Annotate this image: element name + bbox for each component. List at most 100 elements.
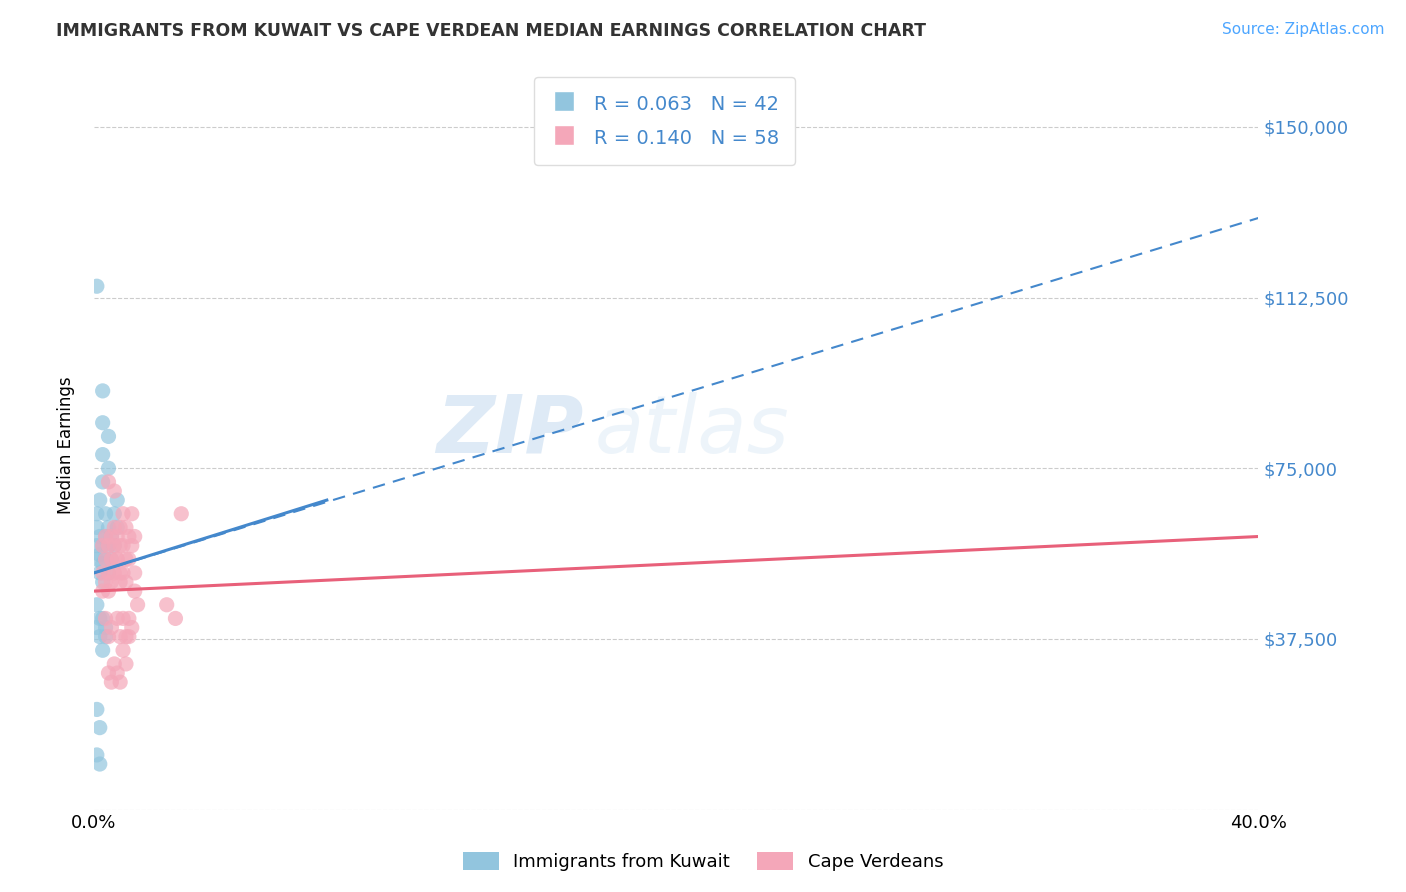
Point [94, 529, 117, 543]
Point [86, 507, 108, 521]
Text: ZIP: ZIP [436, 392, 583, 470]
Point [86, 552, 108, 566]
Point [89, 493, 111, 508]
Point [97, 475, 120, 489]
Text: IMMIGRANTS FROM KUWAIT VS CAPE VERDEAN MEDIAN EARNINGS CORRELATION CHART: IMMIGRANTS FROM KUWAIT VS CAPE VERDEAN M… [56, 22, 927, 40]
Point [105, 552, 128, 566]
Point [112, 643, 135, 657]
Point [86, 279, 108, 293]
Point [103, 520, 125, 534]
Point [100, 675, 122, 690]
Y-axis label: Median Earnings: Median Earnings [58, 376, 75, 515]
Point [124, 584, 146, 599]
Point [112, 507, 135, 521]
Point [86, 520, 108, 534]
Point [118, 630, 141, 644]
Point [108, 566, 131, 580]
Point [112, 611, 135, 625]
Point [91, 643, 114, 657]
Point [103, 539, 125, 553]
Point [115, 520, 138, 534]
Point [91, 557, 114, 571]
Point [108, 520, 131, 534]
Point [89, 566, 111, 580]
Point [91, 539, 114, 553]
Text: Source: ZipAtlas.com: Source: ZipAtlas.com [1222, 22, 1385, 37]
Point [103, 483, 125, 498]
Point [94, 630, 117, 644]
Point [100, 529, 122, 543]
Point [94, 552, 117, 566]
Point [108, 574, 131, 589]
Point [121, 620, 143, 634]
Point [118, 529, 141, 543]
Point [124, 529, 146, 543]
Point [112, 566, 135, 580]
Point [91, 574, 114, 589]
Point [86, 598, 108, 612]
Text: atlas: atlas [595, 392, 789, 470]
Point [115, 574, 138, 589]
Point [100, 620, 122, 634]
Point [103, 507, 125, 521]
Point [105, 493, 128, 508]
Legend: Immigrants from Kuwait, Cape Verdeans: Immigrants from Kuwait, Cape Verdeans [456, 845, 950, 879]
Point [118, 611, 141, 625]
Point [103, 566, 125, 580]
Point [89, 757, 111, 772]
Point [118, 552, 141, 566]
Point [103, 657, 125, 671]
Point [86, 620, 108, 634]
Point [97, 666, 120, 681]
Point [121, 507, 143, 521]
Point [94, 529, 117, 543]
Point [89, 548, 111, 562]
Point [97, 539, 120, 553]
Point [103, 539, 125, 553]
Point [97, 566, 120, 580]
Point [112, 539, 135, 553]
Point [100, 574, 122, 589]
Point [89, 721, 111, 735]
Point [97, 539, 120, 553]
Point [91, 584, 114, 599]
Point [121, 539, 143, 553]
Point [94, 620, 117, 634]
Point [91, 539, 114, 553]
Point [108, 539, 131, 553]
Point [86, 539, 108, 553]
Point [124, 566, 146, 580]
Point [108, 675, 131, 690]
Legend: R = 0.063   N = 42, R = 0.140   N = 58: R = 0.063 N = 42, R = 0.140 N = 58 [534, 77, 794, 165]
Point [94, 552, 117, 566]
Point [94, 611, 117, 625]
Point [97, 566, 120, 580]
Point [127, 598, 149, 612]
Point [97, 461, 120, 475]
Point [91, 448, 114, 462]
Point [115, 657, 138, 671]
Point [105, 552, 128, 566]
Point [89, 630, 111, 644]
Point [89, 611, 111, 625]
Point [105, 529, 128, 543]
Point [100, 529, 122, 543]
Point [86, 702, 108, 716]
Point [86, 747, 108, 762]
Point [105, 520, 128, 534]
Point [97, 429, 120, 443]
Point [91, 566, 114, 580]
Point [91, 384, 114, 398]
Point [97, 630, 120, 644]
Point [165, 611, 187, 625]
Point [170, 507, 193, 521]
Point [91, 416, 114, 430]
Point [91, 475, 114, 489]
Point [105, 666, 128, 681]
Point [100, 552, 122, 566]
Point [89, 529, 111, 543]
Point [97, 520, 120, 534]
Point [97, 584, 120, 599]
Point [105, 611, 128, 625]
Point [115, 552, 138, 566]
